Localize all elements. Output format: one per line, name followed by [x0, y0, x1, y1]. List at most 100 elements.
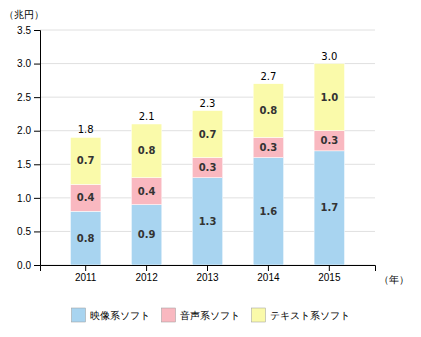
legend-item: 音声系ソフト	[162, 308, 240, 322]
y-tick-label: 3.5	[17, 25, 31, 36]
x-axis-title: （年）	[379, 274, 409, 285]
y-tick: 2.5	[17, 92, 40, 103]
y-tick-mark	[34, 231, 40, 232]
y-tick: 2.0	[17, 125, 40, 136]
x-tick: 2014	[257, 265, 280, 283]
chart-container: 0.0 0.5 1.0 1.5 2.0 2.5 3.0 3.5 2011 2012 2013 2014…	[0, 0, 421, 337]
y-tick-label: 1.0	[17, 193, 31, 204]
legend-item: テキスト系ソフト	[252, 308, 350, 322]
data-label: 0.3	[260, 142, 278, 153]
legend-label: 音声系ソフト	[180, 310, 240, 321]
y-tick-label: 3.0	[17, 58, 31, 69]
bar-segment	[253, 84, 283, 138]
y-tick: 3.5	[17, 25, 40, 36]
y-tick-label: 2.0	[17, 125, 31, 136]
data-label: 0.4	[138, 186, 156, 197]
y-axis: 0.0 0.5 1.0 1.5 2.0 2.5 3.0 3.5	[17, 25, 40, 271]
bar-segment	[314, 151, 344, 265]
legend-swatch	[162, 308, 176, 322]
y-tick-label: 0.0	[17, 260, 31, 271]
bar-segment	[70, 137, 100, 184]
y-tick-label: 1.5	[17, 159, 31, 170]
bar-segment	[70, 184, 100, 211]
bar-series	[70, 64, 344, 185]
x-tick-label: 2013	[196, 272, 219, 283]
x-tick-label: 2015	[318, 272, 341, 283]
bar-segment	[192, 158, 222, 178]
y-tick: 0.0	[17, 260, 40, 271]
y-tick-mark	[34, 131, 40, 132]
y-tick-mark	[34, 30, 40, 31]
bar-segment	[253, 137, 283, 157]
legend-item: 映像系ソフト	[72, 308, 150, 322]
data-label: 0.4	[77, 192, 95, 203]
legend-label: テキスト系ソフト	[270, 310, 350, 321]
data-label: 1.3	[199, 216, 217, 227]
data-label: 0.8	[77, 233, 95, 244]
x-tick-mark	[85, 265, 86, 271]
y-tick-mark	[34, 164, 40, 165]
legend-swatch	[252, 308, 266, 322]
y-axis-title: （兆円）	[4, 9, 44, 20]
y-tick: 1.0	[17, 193, 40, 204]
x-tick-mark	[268, 265, 269, 271]
x-axis-line	[41, 266, 376, 272]
data-label: 0.3	[199, 162, 217, 173]
grid	[40, 30, 375, 265]
data-labels: 0.8 0.9 1.3 1.6 1.7 0.4 0.4 0.3 0.3 0.3 0.7 0.8 0.7 0…	[77, 92, 338, 244]
x-tick-label: 2014	[257, 272, 280, 283]
plot-area: 0.0 0.5 1.0 1.5 2.0 2.5 3.0 3.5 2011 2012 2013 2014…	[4, 9, 409, 285]
x-tick-mark	[329, 265, 330, 271]
legend-swatch	[72, 308, 86, 322]
data-label: 0.3	[320, 135, 338, 146]
bar-segment	[314, 131, 344, 151]
bar-segment	[131, 178, 161, 205]
bar-segment	[192, 178, 222, 265]
y-tick-mark	[34, 198, 40, 199]
bars	[70, 64, 344, 265]
total-labels: 1.8 2.1 2.3 2.7 3.0	[78, 51, 338, 136]
bar-segment	[70, 211, 100, 265]
x-tick: 2013	[196, 265, 219, 283]
y-tick: 3.0	[17, 58, 40, 69]
data-label: 1.6	[260, 206, 278, 217]
bar-segment	[131, 124, 161, 178]
chart-svg: 0.0 0.5 1.0 1.5 2.0 2.5 3.0 3.5 2011 2012 2013 2014…	[0, 0, 421, 337]
x-tick-mark	[146, 265, 147, 271]
data-label: 0.7	[199, 129, 217, 140]
bar-segment	[314, 64, 344, 131]
y-tick-mark	[34, 265, 40, 266]
x-tick-label: 2011	[75, 272, 97, 283]
legend: 映像系ソフト 音声系ソフト テキスト系ソフト	[72, 308, 350, 322]
x-tick-label: 2012	[135, 272, 158, 283]
x-tick: 2011	[75, 265, 97, 283]
total-label: 1.8	[78, 124, 94, 135]
y-axis-line	[34, 31, 41, 266]
y-tick-mark	[34, 64, 40, 65]
x-axis: 2011 2012 2013 2014 2015	[41, 265, 376, 283]
data-label: 1.0	[320, 92, 338, 103]
y-tick-label: 0.5	[17, 226, 31, 237]
x-tick: 2012	[135, 265, 158, 283]
total-label: 2.1	[139, 111, 155, 122]
y-tick-label: 2.5	[17, 92, 31, 103]
bar-segment	[192, 111, 222, 158]
y-tick: 0.5	[17, 226, 40, 237]
total-label: 3.0	[321, 51, 337, 62]
data-label: 0.8	[260, 105, 278, 116]
total-label: 2.7	[260, 71, 276, 82]
grid-line	[40, 30, 375, 31]
data-label: 1.7	[320, 202, 338, 213]
data-label: 0.9	[138, 229, 156, 240]
y-tick-mark	[34, 97, 40, 98]
x-tick: 2015	[318, 265, 341, 283]
bar-segment	[253, 158, 283, 265]
x-tick-mark	[207, 265, 208, 271]
bar-series	[70, 151, 344, 265]
total-label: 2.3	[200, 98, 216, 109]
data-label: 0.8	[138, 145, 156, 156]
y-tick: 1.5	[17, 159, 40, 170]
data-label: 0.7	[77, 155, 95, 166]
legend-label: 映像系ソフト	[90, 310, 150, 321]
bar-segment	[131, 205, 161, 265]
